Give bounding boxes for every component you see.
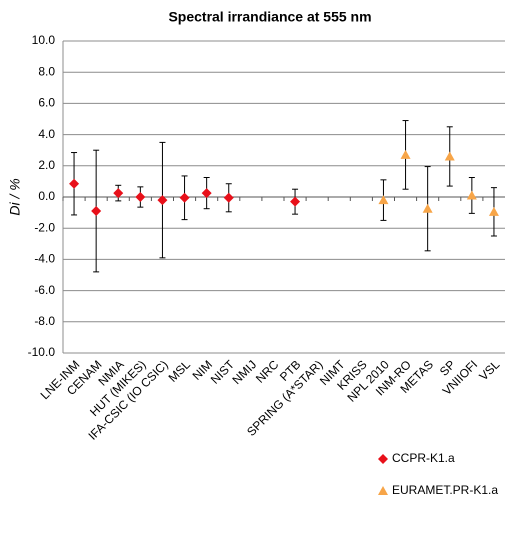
x-tick-label: NMIJ [230, 357, 260, 387]
data-point [113, 188, 124, 199]
y-tick-label: -8.0 [34, 314, 55, 328]
y-tick-label: 2.0 [38, 158, 55, 172]
data-point [488, 206, 499, 216]
y-tick-label: 0.0 [38, 189, 55, 203]
data-point [179, 192, 190, 203]
data-point [157, 195, 168, 206]
y-tick-label: 10.0 [32, 33, 56, 47]
data-point [223, 192, 234, 203]
legend-marker [378, 454, 388, 464]
data-point [422, 203, 433, 213]
x-tick-label: VSL [476, 357, 502, 383]
data-point [91, 206, 102, 217]
y-tick-label: 6.0 [38, 96, 55, 110]
data-point [290, 196, 301, 207]
y-tick-label: 8.0 [38, 64, 55, 78]
data-point [201, 188, 212, 199]
x-tick-label: NRC [253, 357, 282, 386]
y-axis-label: Di / % [7, 178, 23, 215]
y-tick-label: -2.0 [34, 220, 55, 234]
legend-label: EURAMET.PR-K1.a [392, 483, 498, 497]
y-tick-label: -4.0 [34, 252, 55, 266]
data-point [466, 190, 477, 200]
data-point [444, 151, 455, 161]
y-tick-label: -6.0 [34, 283, 55, 297]
data-point [400, 149, 411, 159]
legend-marker [378, 486, 388, 495]
x-tick-label: MSL [166, 357, 194, 385]
data-point [135, 192, 146, 202]
data-point [378, 195, 389, 205]
chart-title: Spectral irrandiance at 555 nm [168, 9, 371, 25]
y-tick-label: 4.0 [38, 127, 55, 141]
legend-label: CCPR-K1.a [392, 451, 455, 465]
y-tick-label: -10.0 [28, 345, 56, 359]
data-point [69, 178, 80, 189]
